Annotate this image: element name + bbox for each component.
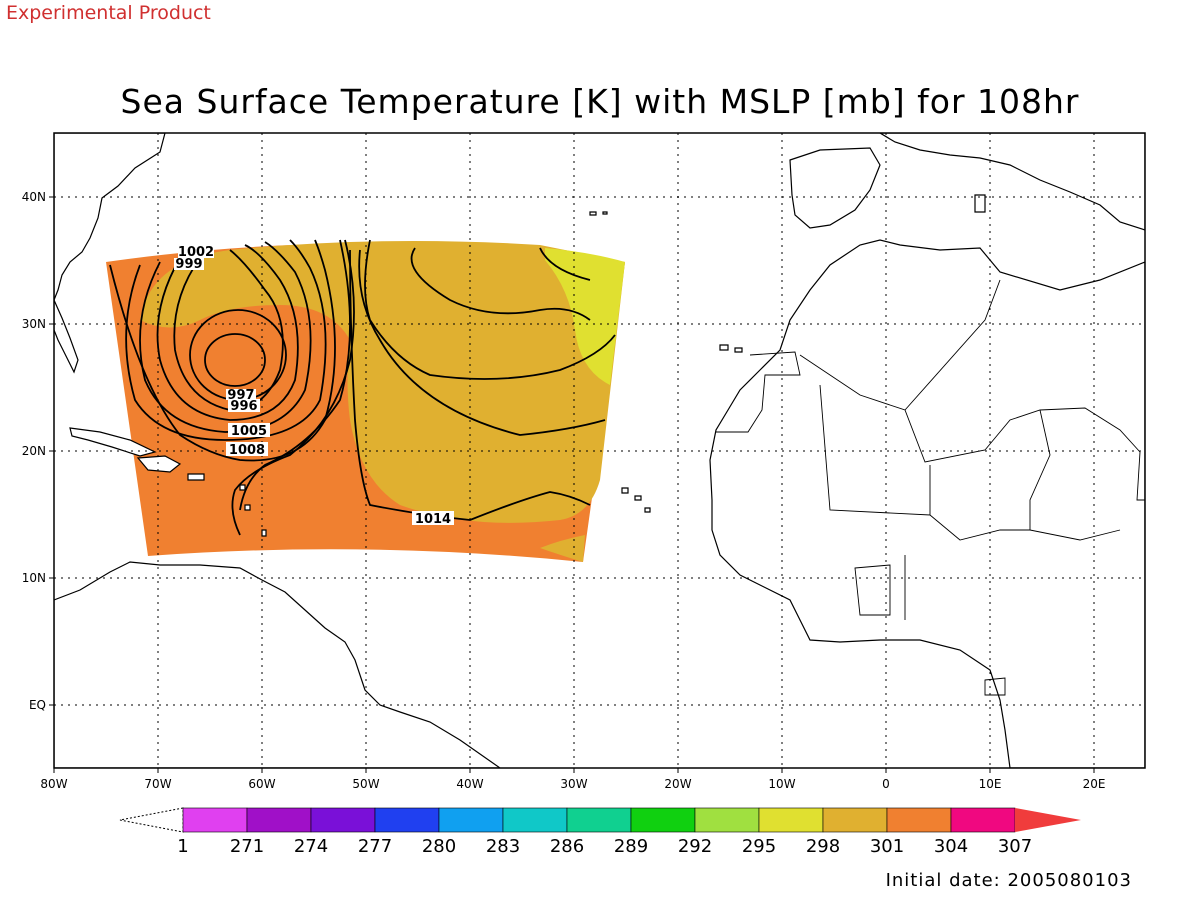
colorbar-segment xyxy=(758,807,824,833)
coastlines xyxy=(54,133,1145,768)
lon-tick-label: 0 xyxy=(882,777,890,791)
sst-region-warm xyxy=(140,241,625,523)
colorbar-segment xyxy=(182,807,248,833)
colorbar-segment xyxy=(886,807,952,833)
colorbar-segment xyxy=(822,807,888,833)
colorbar-label: 283 xyxy=(486,836,520,857)
colorbar-label: 274 xyxy=(294,836,328,857)
colorbar-label: 1 xyxy=(177,836,188,857)
colorbar-label: 280 xyxy=(422,836,456,857)
experimental-product-label: Experimental Product xyxy=(6,2,211,24)
lon-tick-label: 70W xyxy=(144,777,171,791)
colorbar-segment xyxy=(630,807,696,833)
isobar-label-1014: 1014 xyxy=(415,512,451,527)
isobar-label-996: 996 xyxy=(230,399,257,414)
isobar-label-1005: 1005 xyxy=(231,424,267,439)
latitude-axis: 40N 30N 20N 10N EQ xyxy=(22,190,54,712)
lat-tick-label: 30N xyxy=(22,317,46,331)
colorbar-label: 271 xyxy=(230,836,264,857)
sardinia-coast xyxy=(974,194,986,213)
isobar-label-1002: 1002 xyxy=(178,245,214,260)
lon-tick-label: 10W xyxy=(768,777,795,791)
colorbar-label: 298 xyxy=(806,836,840,857)
europe-coast xyxy=(878,133,1145,231)
lon-tick-label: 20E xyxy=(1083,777,1106,791)
sst-field xyxy=(106,241,625,562)
colorbar: 1 271 274 277 280 283 286 289 292 295 298 301 304 307 xyxy=(119,807,1081,857)
lat-tick-label: 20N xyxy=(22,444,46,458)
lat-tick-label: EQ xyxy=(29,698,46,712)
colorbar-label: 286 xyxy=(550,836,584,857)
colorbar-segment xyxy=(566,807,632,833)
lat-tick-label: 10N xyxy=(22,571,46,585)
colorbar-label: 304 xyxy=(934,836,968,857)
hispaniola-coast xyxy=(136,455,182,473)
initial-date-label: Initial date: 2005080103 xyxy=(885,870,1132,891)
south-america-coast xyxy=(54,561,502,768)
africa-coast xyxy=(709,239,1145,768)
colorbar-segment xyxy=(694,807,760,833)
colorbar-segment xyxy=(310,807,376,833)
colorbar-label: 301 xyxy=(870,836,904,857)
chart-title: Sea Surface Temperature [K] with MSLP [m… xyxy=(120,82,1080,121)
colorbar-label: 292 xyxy=(678,836,712,857)
colorbar-label: 295 xyxy=(742,836,776,857)
isobar-label-1008: 1008 xyxy=(229,443,265,458)
lon-tick-label: 10E xyxy=(979,777,1002,791)
cuba-coast xyxy=(69,427,157,457)
florida-coast xyxy=(54,299,79,374)
colorbar-left-arrow xyxy=(119,807,184,833)
colorbar-segment xyxy=(246,807,312,833)
colorbar-right-arrow xyxy=(1015,808,1081,832)
cape-verde-islands xyxy=(621,487,651,513)
colorbar-segment xyxy=(438,807,504,833)
lon-tick-label: 80W xyxy=(40,777,67,791)
lon-tick-label: 40W xyxy=(456,777,483,791)
colorbar-segment xyxy=(502,807,568,833)
lat-tick-label: 40N xyxy=(22,190,46,204)
colorbar-segment xyxy=(950,807,1016,833)
colorbar-label: 289 xyxy=(614,836,648,857)
isobar-label-999: 999 xyxy=(175,257,202,272)
lon-tick-label: 50W xyxy=(352,777,379,791)
canary-islands xyxy=(719,344,743,353)
sst-region-warm-south xyxy=(540,535,585,562)
iberia-coast xyxy=(789,147,881,229)
longitude-axis: 80W 70W 60W 50W 40W 30W 20W 10W 0 10E 20E xyxy=(40,768,1105,791)
north-america-coast xyxy=(54,133,166,301)
country-borders xyxy=(716,279,1145,696)
lon-tick-label: 60W xyxy=(248,777,275,791)
puerto-rico-coast xyxy=(187,473,205,481)
graticule xyxy=(54,133,1145,768)
lon-tick-label: 20W xyxy=(664,777,691,791)
azores-islands xyxy=(589,211,608,216)
colorbar-label: 277 xyxy=(358,836,392,857)
isobar-labels: 1002 999 997 996 1005 1008 1014 xyxy=(174,245,454,527)
colorbar-segment xyxy=(374,807,440,833)
lon-tick-label: 30W xyxy=(560,777,587,791)
colorbar-label: 307 xyxy=(998,836,1032,857)
